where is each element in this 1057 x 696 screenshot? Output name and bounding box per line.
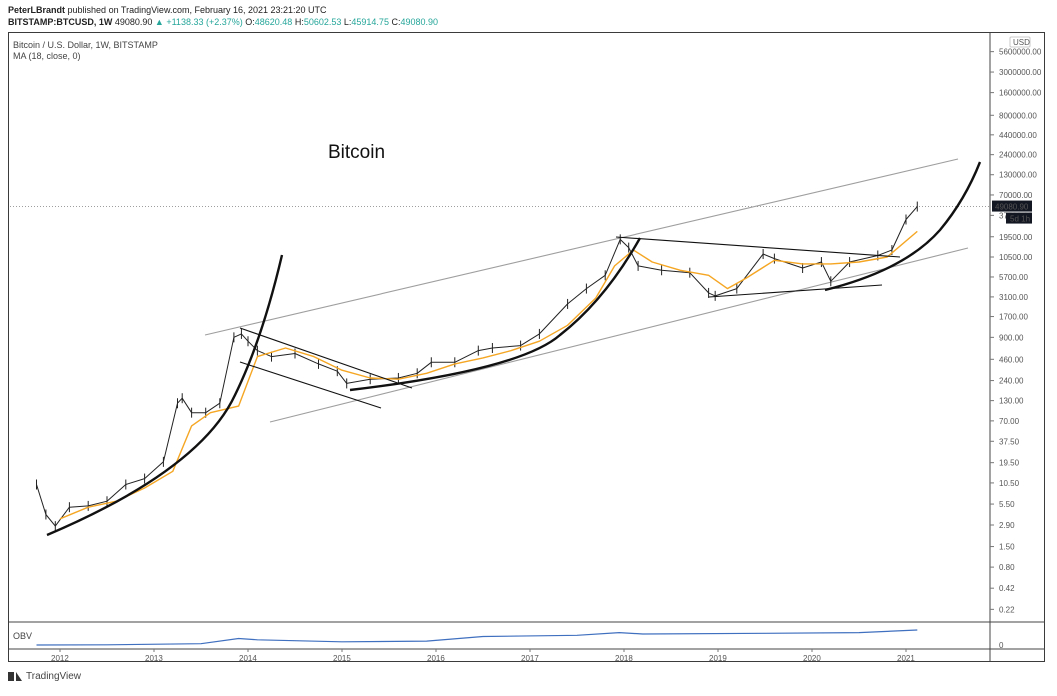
low-value: 45914.75 xyxy=(351,17,389,27)
y-tick-label: 19.50 xyxy=(999,459,1020,468)
y-tick-label: 0.22 xyxy=(999,605,1015,614)
y-tick-label: 440000.00 xyxy=(999,131,1037,140)
ma-legend: MA (18, close, 0) xyxy=(13,51,81,61)
x-tick-label: 2017 xyxy=(521,654,539,663)
chart-legend-title: Bitcoin / U.S. Dollar, 1W, BITSTAMP xyxy=(13,40,158,50)
x-tick-label: 2015 xyxy=(333,654,351,663)
y-tick-label: 37.50 xyxy=(999,437,1020,446)
y-tick-label: 5.50 xyxy=(999,500,1015,509)
x-tick-label: 2018 xyxy=(615,654,633,663)
x-tick-label: 2014 xyxy=(239,654,257,663)
y-tick-label: 10500.00 xyxy=(999,253,1033,262)
countdown-tag-text: 5d 1h xyxy=(1010,215,1030,224)
x-tick-label: 2020 xyxy=(803,654,821,663)
publish-header: PeterLBrandt published on TradingView.co… xyxy=(8,5,327,15)
y-tick-label: 70000.00 xyxy=(999,191,1033,200)
y-tick-label: 130000.00 xyxy=(999,171,1037,180)
wedge-lower-line xyxy=(239,361,382,409)
ma-line xyxy=(59,230,918,520)
y-tick-label: 240.00 xyxy=(999,377,1024,386)
footer: TradingView xyxy=(8,671,81,682)
obv-axis-label: 0 xyxy=(999,641,1004,650)
currency-box xyxy=(1009,36,1031,48)
last-price: 49080.90 xyxy=(114,17,153,27)
y-tick-label: 0.42 xyxy=(999,584,1015,593)
tradingview-logo-icon xyxy=(8,672,22,681)
close-value: 49080.90 xyxy=(400,17,439,27)
y-tick-label: 3000000.00 xyxy=(999,68,1042,77)
parabolic-curve-2021 xyxy=(824,161,982,292)
lower-channel-line xyxy=(269,247,969,423)
symbol-label: BITSTAMP:BTCUSD, 1W xyxy=(8,17,113,27)
y-tick-label: 3100.00 xyxy=(999,293,1028,302)
up-arrow-icon: ▲ xyxy=(154,17,164,27)
y-tick-label: 1700.00 xyxy=(999,313,1028,322)
y-tick-label: 460.00 xyxy=(999,355,1024,364)
triangle-lower-line xyxy=(708,284,883,298)
y-tick-label: 800000.00 xyxy=(999,111,1037,120)
x-tick-label: 2021 xyxy=(897,654,915,663)
currency-label: USD xyxy=(1013,38,1030,47)
last-price-tag xyxy=(992,200,1032,212)
y-tick-label: 900.00 xyxy=(999,333,1024,342)
x-tick-label: 2012 xyxy=(51,654,69,663)
x-tick-label: 2013 xyxy=(145,654,163,663)
low-label: L: xyxy=(343,17,352,27)
x-tick-label: 2019 xyxy=(709,654,727,663)
y-tick-label: 70.00 xyxy=(999,417,1020,426)
wedge-upper-line xyxy=(239,327,413,389)
last-price-tag-text: 49080.90 xyxy=(995,203,1029,212)
obv-legend: OBV xyxy=(13,631,33,641)
price-line xyxy=(36,206,918,527)
close-label: C: xyxy=(391,17,401,27)
symbol-header: BITSTAMP:BTCUSD, 1W 49080.90 ▲ +1138.33 … xyxy=(8,17,438,27)
chart-annotation: Bitcoin xyxy=(328,142,385,163)
high-label: H: xyxy=(294,17,304,27)
parabolic-curve-2013 xyxy=(46,254,284,537)
y-tick-label: 1.50 xyxy=(999,543,1015,552)
footer-brand[interactable]: TradingView xyxy=(26,671,82,682)
y-tick-label: 0.80 xyxy=(999,563,1015,572)
y-tick-label: 130.00 xyxy=(999,397,1024,406)
price-change: +1138.33 (+2.37%) xyxy=(166,17,243,27)
triangle-upper-line xyxy=(615,236,901,258)
open-value: 48620.48 xyxy=(254,17,293,27)
high-value: 50602.53 xyxy=(303,17,342,27)
y-tick-label: 2.90 xyxy=(999,521,1015,530)
x-tick-label: 2016 xyxy=(427,654,445,663)
open-label: O: xyxy=(245,17,255,27)
y-tick-label: 5700.00 xyxy=(999,273,1028,282)
published-text: published on TradingView.com, February 1… xyxy=(67,5,327,15)
obv-line xyxy=(36,629,918,646)
y-tick-label: 240000.00 xyxy=(999,151,1037,160)
y-tick-label: 19500.00 xyxy=(999,233,1033,242)
y-tick-label: 5600000.00 xyxy=(999,48,1042,57)
upper-channel-line xyxy=(204,158,959,336)
y-tick-label: 1600000.00 xyxy=(999,89,1042,98)
parabolic-curve-2017 xyxy=(349,237,642,392)
chart-frame xyxy=(8,32,1045,662)
y-tick-label: 10.50 xyxy=(999,479,1020,488)
publisher-name[interactable]: PeterLBrandt xyxy=(8,5,66,15)
countdown-tag xyxy=(1006,212,1032,224)
